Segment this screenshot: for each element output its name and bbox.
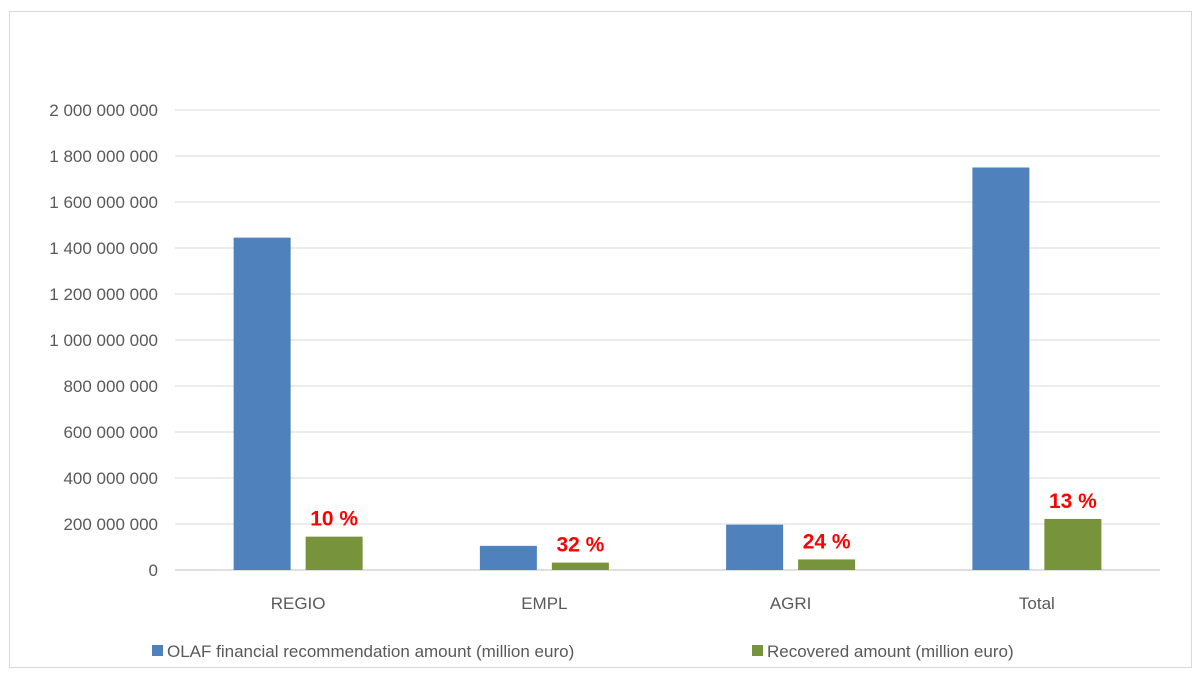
data-labels: 10 % 32 % 24 % 13 % — [310, 490, 1097, 557]
legend: OLAF financial recommendation amount (mi… — [152, 642, 1014, 661]
y-tick-label: 600 000 000 — [63, 423, 158, 442]
y-tick-label: 2 000 000 000 — [49, 101, 158, 120]
y-tick-label: 400 000 000 — [63, 469, 158, 488]
category-label: Total — [1019, 594, 1055, 613]
bar-recovered-empl — [551, 562, 609, 570]
y-tick-label: 1 800 000 000 — [49, 147, 158, 166]
bar-recovered-regio — [305, 536, 363, 570]
bar-recommendation-agri — [726, 524, 784, 570]
y-tick-label: 0 — [149, 561, 158, 580]
y-tick-label: 200 000 000 — [63, 515, 158, 534]
recovery-rate-label: 32 % — [556, 534, 604, 557]
x-axis-category-labels: REGIO EMPL AGRI Total — [271, 594, 1055, 613]
legend-label: Recovered amount (million euro) — [767, 642, 1014, 661]
bar-recommendation-regio — [233, 237, 291, 570]
legend-swatch — [752, 645, 763, 656]
y-tick-label: 1 400 000 000 — [49, 239, 158, 258]
y-tick-label: 1 000 000 000 — [49, 331, 158, 350]
recovery-rate-label: 13 % — [1049, 490, 1097, 513]
bar-recommendation-total — [972, 167, 1030, 570]
bar-recommendation-empl — [479, 545, 537, 570]
bar-recovered-agri — [798, 559, 856, 570]
y-tick-label: 800 000 000 — [63, 377, 158, 396]
category-label: AGRI — [770, 594, 812, 613]
y-tick-label: 1 200 000 000 — [49, 285, 158, 304]
y-axis-tick-labels: 0 200 000 000 400 000 000 600 000 000 800 00… — [49, 101, 158, 580]
category-label: EMPL — [521, 594, 567, 613]
bar-recovered-total — [1044, 518, 1102, 570]
legend-label: OLAF financial recommendation amount (mi… — [167, 642, 574, 661]
category-label: REGIO — [271, 594, 326, 613]
legend-swatch — [152, 645, 163, 656]
bars — [233, 167, 1102, 570]
recovery-rate-label: 10 % — [310, 508, 358, 531]
recovery-rate-label: 24 % — [803, 530, 851, 553]
y-tick-label: 1 600 000 000 — [49, 193, 158, 212]
